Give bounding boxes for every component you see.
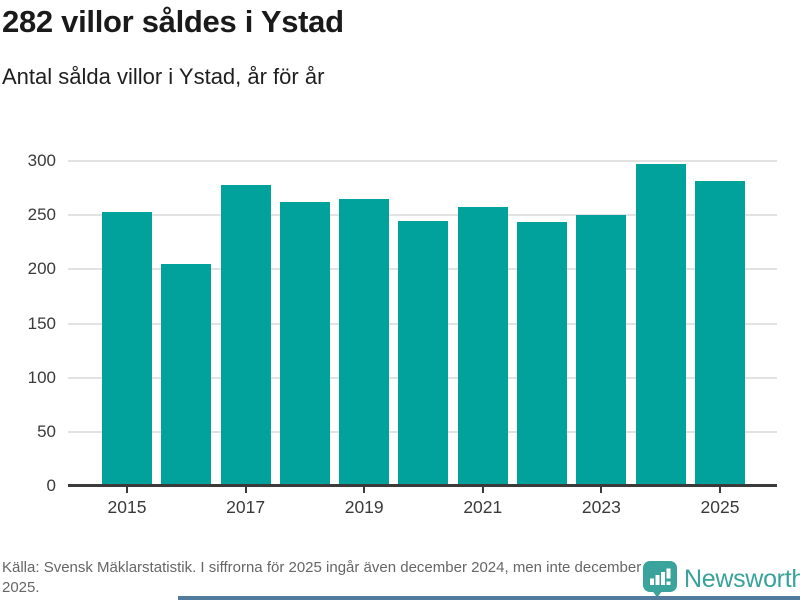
x-tick-2019: [363, 486, 366, 493]
y-tick-label-50: 50: [37, 421, 56, 441]
y-tick-label-100: 100: [27, 367, 56, 387]
x-tick-2017: [244, 486, 247, 493]
bar-2016: [161, 263, 212, 486]
newsworthy-wordmark: Newsworthy: [684, 565, 800, 593]
y-axis-labels: 0 50 100 150 200 250 300: [0, 151, 56, 495]
bottom-accent-bar: [178, 596, 800, 600]
source-note: Källa: Svensk Mäklarstatistik. I siffror…: [2, 559, 642, 596]
bar-2023: [576, 215, 627, 486]
y-tick-label-300: 300: [27, 151, 56, 170]
newsworthy-logo: Newsworthy: [643, 561, 800, 598]
y-tick-label-150: 150: [27, 313, 56, 333]
x-tick-label-2019: 2019: [344, 497, 384, 517]
y-tick-label-0: 0: [46, 476, 56, 495]
x-tick-label-2025: 2025: [700, 497, 740, 517]
x-tick-label-2021: 2021: [463, 497, 503, 517]
bar-2020: [398, 220, 449, 486]
bar-2025: [694, 180, 745, 486]
chart-subtitle: Antal sålda villor i Ystad, år för år: [2, 64, 325, 89]
x-axis-line: [68, 484, 777, 487]
newsworthy-bubble-chart-icon: [643, 561, 677, 598]
bar-2024: [635, 164, 686, 486]
x-tick-2015: [126, 486, 128, 493]
bar-2017: [220, 184, 271, 486]
y-tick-label-200: 200: [27, 259, 56, 279]
bar-2019: [339, 198, 390, 486]
x-tick-label-2015: 2015: [107, 497, 147, 517]
bar-2018: [279, 202, 330, 486]
x-tick-label-2023: 2023: [581, 497, 621, 517]
x-tick-2023: [600, 486, 603, 493]
bar-2021: [457, 206, 508, 486]
plot-area: [68, 160, 777, 493]
bar-2022: [517, 221, 568, 486]
x-tick-2021: [481, 486, 484, 493]
y-tick-label-250: 250: [27, 205, 56, 225]
bar-series: [102, 161, 745, 486]
gridline-300: [68, 160, 777, 162]
bar-2015: [102, 211, 152, 486]
x-tick-label-2017: 2017: [226, 497, 266, 517]
gridline-250: [68, 214, 777, 217]
x-tick-2025: [719, 486, 721, 493]
chart-title: 282 villor såldes i Ystad: [2, 4, 344, 39]
